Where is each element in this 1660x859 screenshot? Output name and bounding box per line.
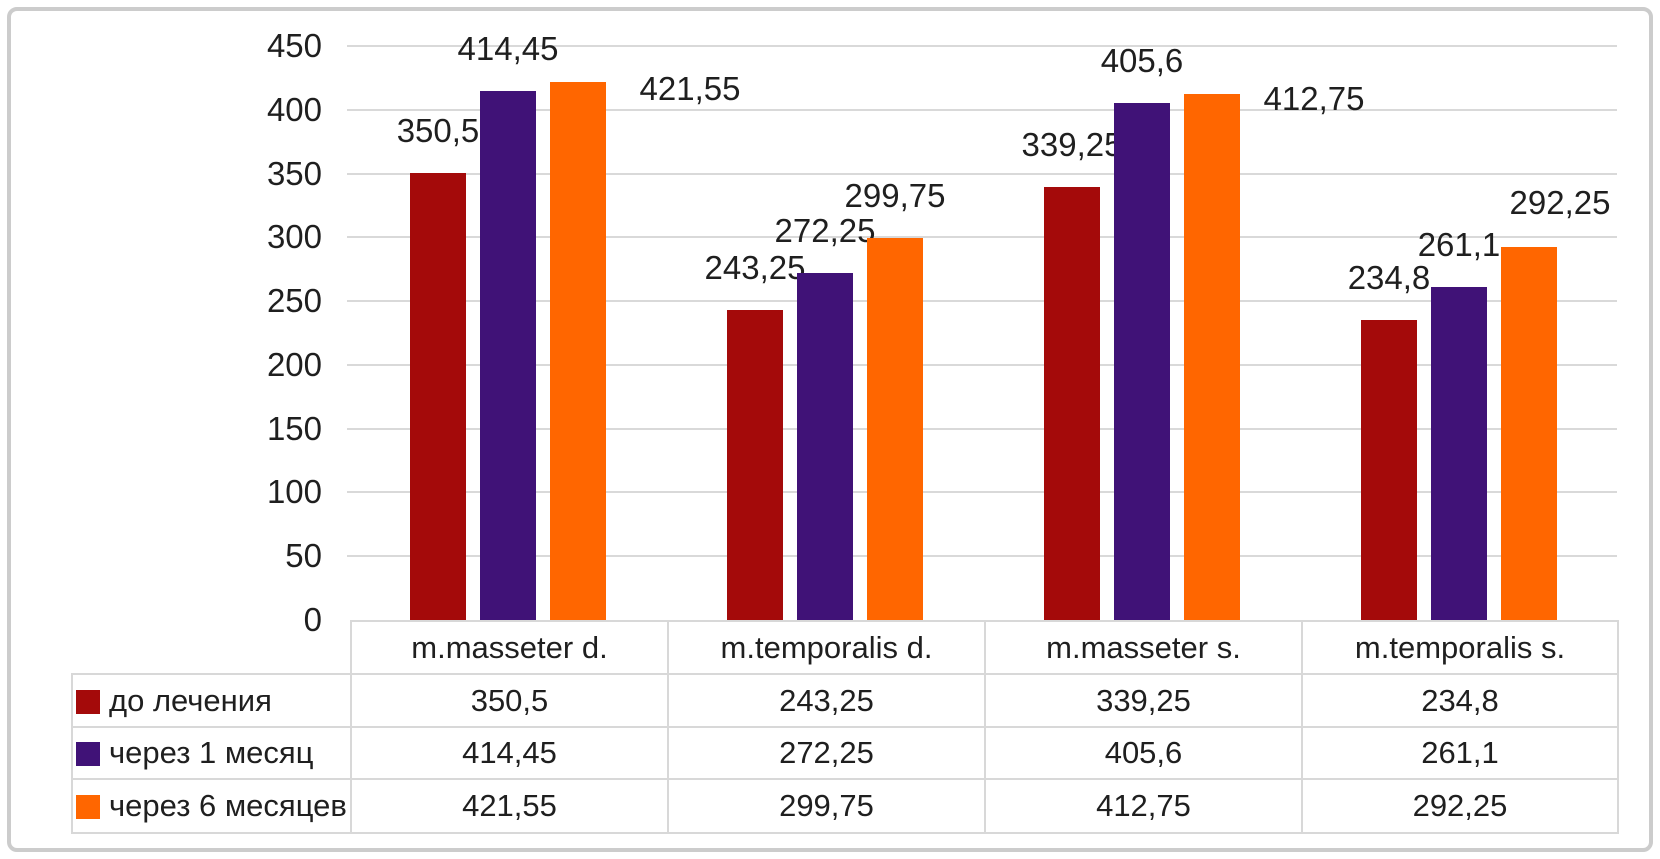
legend-cell: через 1 месяц [71,726,352,780]
bar [550,82,606,620]
gridline [347,45,1617,47]
bar [1044,187,1100,620]
bar [727,310,783,620]
legend-label: до лечения [109,682,272,718]
bar-value-label: 412,75 [1263,80,1365,117]
value-cell: 299,75 [667,778,986,834]
bar-value-label: 299,75 [844,177,946,214]
bar [1361,320,1417,620]
bar [1501,247,1557,620]
table-corner-blank [72,621,351,674]
bar [797,273,853,620]
bar-value-label: 272,25 [774,212,876,249]
legend-label: через 6 месяцев [109,788,347,823]
y-axis-tick-label: 50 [285,537,322,574]
gridline [347,300,1617,302]
bar [1431,287,1487,620]
legend-swatch [76,689,100,714]
bar-value-label: 414,45 [457,30,559,67]
gridline [347,364,1617,366]
gridline [347,555,1617,557]
y-axis-tick-label: 400 [266,91,322,128]
gridline [347,491,1617,493]
bar [410,173,466,620]
y-axis-tick-label: 250 [266,282,322,319]
table-row: до лечения 350,5 243,25 339,25 234,8 [71,673,1619,728]
bar [480,91,536,620]
bar-value-label: 261,1 [1417,226,1501,263]
value-cell: 350,5 [350,673,669,728]
bar-value-label: 234,8 [1347,259,1431,296]
bar-value-label: 339,25 [1021,126,1123,163]
value-cell: 272,25 [667,726,986,780]
legend-label: через 1 месяц [109,735,314,770]
category-header-cell: m.temporalis d. [667,620,986,675]
y-axis-tick-label: 350 [266,155,322,192]
bar [1114,103,1170,620]
category-header-cell: m.masseter d. [350,620,669,675]
y-axis-tick-label: 200 [266,346,322,383]
y-axis-tick-label: 300 [266,218,322,255]
gridline [347,173,1617,175]
legend-cell: через 6 месяцев [71,778,352,834]
table-row: через 1 месяц 414,45 272,25 405,6 261,1 [71,726,1619,780]
bar-value-label: 405,6 [1100,42,1184,79]
value-cell: 261,1 [1301,726,1619,780]
bar-value-label: 292,25 [1509,184,1611,221]
value-cell: 234,8 [1301,673,1619,728]
gridline [347,236,1617,238]
gridline [347,428,1617,430]
category-header-cell: m.masseter s. [984,620,1303,675]
category-header-cell: m.temporalis s. [1301,620,1619,675]
bar [867,238,923,620]
gridline [347,109,1617,111]
y-axis-tick-label: 150 [266,410,322,447]
table-row: через 6 месяцев 421,55 299,75 412,75 292,25 [71,778,1619,834]
value-cell: 414,45 [350,726,669,780]
value-cell: 421,55 [350,778,669,834]
y-axis-tick-label: 450 [266,27,322,64]
bar-value-label: 243,25 [704,249,806,286]
legend-swatch [76,795,100,819]
bar-value-label: 421,55 [639,70,741,107]
bar-value-label: 350,5 [396,112,480,149]
table-header-row: m.masseter d. m.temporalis d. m.masseter s… [72,620,1619,675]
data-table: m.masseter d. m.temporalis d. m.masseter s… [71,620,1619,834]
value-cell: 292,25 [1301,778,1619,834]
value-cell: 339,25 [984,673,1303,728]
value-cell: 405,6 [984,726,1303,780]
value-cell: 243,25 [667,673,986,728]
y-axis-tick-label: 100 [266,473,322,510]
legend-swatch [76,742,100,766]
y-axis-tick-label: 0 [303,601,322,638]
value-cell: 412,75 [984,778,1303,834]
legend-cell: до лечения [71,673,352,728]
bar [1184,94,1240,620]
